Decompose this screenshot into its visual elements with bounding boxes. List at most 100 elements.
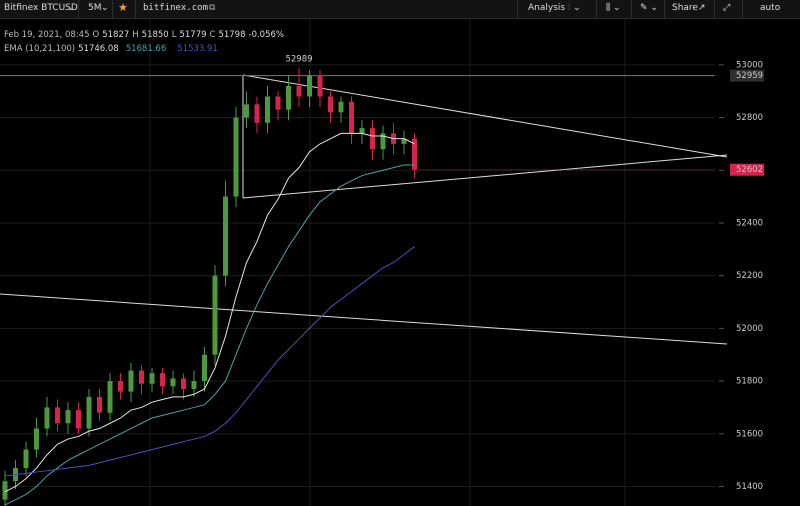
price-label: 52959 [736, 71, 763, 81]
candle-body [65, 410, 71, 424]
candle-body [349, 101, 354, 134]
candle-body [223, 196, 228, 276]
separator [714, 0, 715, 18]
caret: ⌄ [101, 3, 109, 13]
candle-body [149, 373, 155, 384]
candle-body [370, 128, 375, 150]
symbol[interactable]: Bitfinex BTCUSD [4, 3, 78, 13]
trend-line[interactable] [0, 293, 728, 345]
l-label: L [171, 30, 177, 40]
change: -0.056% [248, 30, 284, 40]
y-tick-label: 53000 [736, 60, 763, 70]
ema-line [4, 132, 415, 493]
y-tick-label: 52000 [736, 324, 763, 334]
trend-line[interactable] [242, 154, 728, 199]
interval[interactable]: 5M [88, 3, 102, 13]
candle-body [265, 96, 270, 123]
candle-body [118, 381, 123, 392]
ema-value: 51681.66 [125, 44, 167, 54]
site-icon[interactable]: ⧉ [209, 3, 216, 13]
candle-body [202, 354, 207, 382]
candle-body [380, 133, 386, 150]
candle-body [44, 407, 50, 429]
share-button[interactable]: Share [672, 3, 698, 13]
candle-body [359, 128, 365, 134]
high: 51850 [141, 30, 169, 40]
last-price-box [730, 163, 764, 176]
site[interactable]: bitfinex.com [143, 3, 209, 13]
last-price-label: 52602 [736, 165, 763, 175]
y-tick-label: 52200 [736, 271, 763, 281]
candle-body [97, 396, 102, 413]
candle-body [23, 449, 29, 469]
ema-value: 51533.91 [177, 44, 218, 54]
y-tick-label: 52800 [736, 113, 763, 123]
caret: ⌄ [67, 3, 75, 13]
price-label-box [730, 69, 764, 82]
ema-line [4, 164, 415, 506]
c-label: C [209, 30, 216, 40]
ema-name: EMA (10,21,100) [4, 44, 76, 54]
o-label: O [92, 30, 100, 40]
separator [517, 0, 518, 18]
candle-body [107, 381, 113, 413]
indicator-menu[interactable]: ⫼ ⌄ [606, 3, 621, 13]
candle-body [286, 85, 291, 110]
date: Feb 19, 2021, 08:45 [4, 30, 90, 40]
candle-body [76, 410, 81, 429]
open: 51827 [102, 30, 130, 40]
candle-body [160, 373, 165, 387]
favorite-star[interactable]: ★ [118, 1, 128, 14]
candle-body [233, 117, 239, 197]
h-label: H [132, 30, 139, 40]
ohlc-row: Feb 19, 2021, 08:45 O 51827 H 51850 L 51779 C 51… [4, 28, 287, 42]
candle-body [86, 396, 92, 429]
separator [78, 0, 79, 18]
trend-line[interactable] [242, 74, 728, 158]
candle-body [317, 75, 323, 97]
candle-body [128, 370, 134, 392]
ema-line [4, 246, 415, 477]
ema-row: EMA (10,21,100) 51746.08 51681.66 51533.91 [4, 42, 287, 56]
candle-body [139, 370, 144, 384]
scale-mode[interactable]: auto [760, 3, 781, 13]
close: 51798 [218, 30, 246, 40]
candle-body [275, 96, 281, 110]
ema-value: 51746.08 [78, 44, 119, 54]
separator [135, 0, 136, 18]
y-tick-label: 51600 [736, 429, 763, 439]
candle-body [338, 101, 344, 113]
fullscreen-button[interactable]: ⤢ [723, 3, 731, 13]
separator [631, 0, 632, 18]
analysis-menu[interactable]: Analysis [528, 3, 566, 13]
candle-body [170, 378, 176, 387]
candle-body [328, 96, 333, 113]
candle-body [212, 275, 218, 355]
separator [742, 0, 743, 18]
candle-body [296, 85, 302, 97]
y-tick-label: 52400 [736, 218, 763, 228]
candle-body [412, 138, 417, 170]
caret: ⫶ ⌄ [568, 3, 581, 13]
y-tick-label: 51400 [736, 482, 763, 492]
separator [664, 0, 665, 18]
candle-body [401, 138, 407, 144]
candle-body [34, 428, 39, 450]
candle-body [254, 104, 260, 123]
peak-label: 52989 [285, 54, 312, 64]
separator [596, 0, 597, 18]
share-icon: ↗ [698, 3, 706, 13]
y-tick-label: 51800 [736, 377, 763, 387]
candle-body [181, 378, 186, 389]
candle-body [2, 481, 8, 500]
candle-body [55, 407, 60, 424]
draw-menu[interactable]: ✎ ⌄ [640, 3, 658, 13]
candle-body [307, 75, 312, 97]
candle-body [244, 104, 249, 118]
legend: Feb 19, 2021, 08:45 O 51827 H 51850 L 51779 C 51… [4, 28, 287, 56]
low: 51779 [179, 30, 207, 40]
toolbar: Bitfinex BTCUSD ⌄ 5M ⌄ ★ bitfinex.com ⧉ An… [0, 0, 800, 19]
separator [112, 0, 113, 18]
